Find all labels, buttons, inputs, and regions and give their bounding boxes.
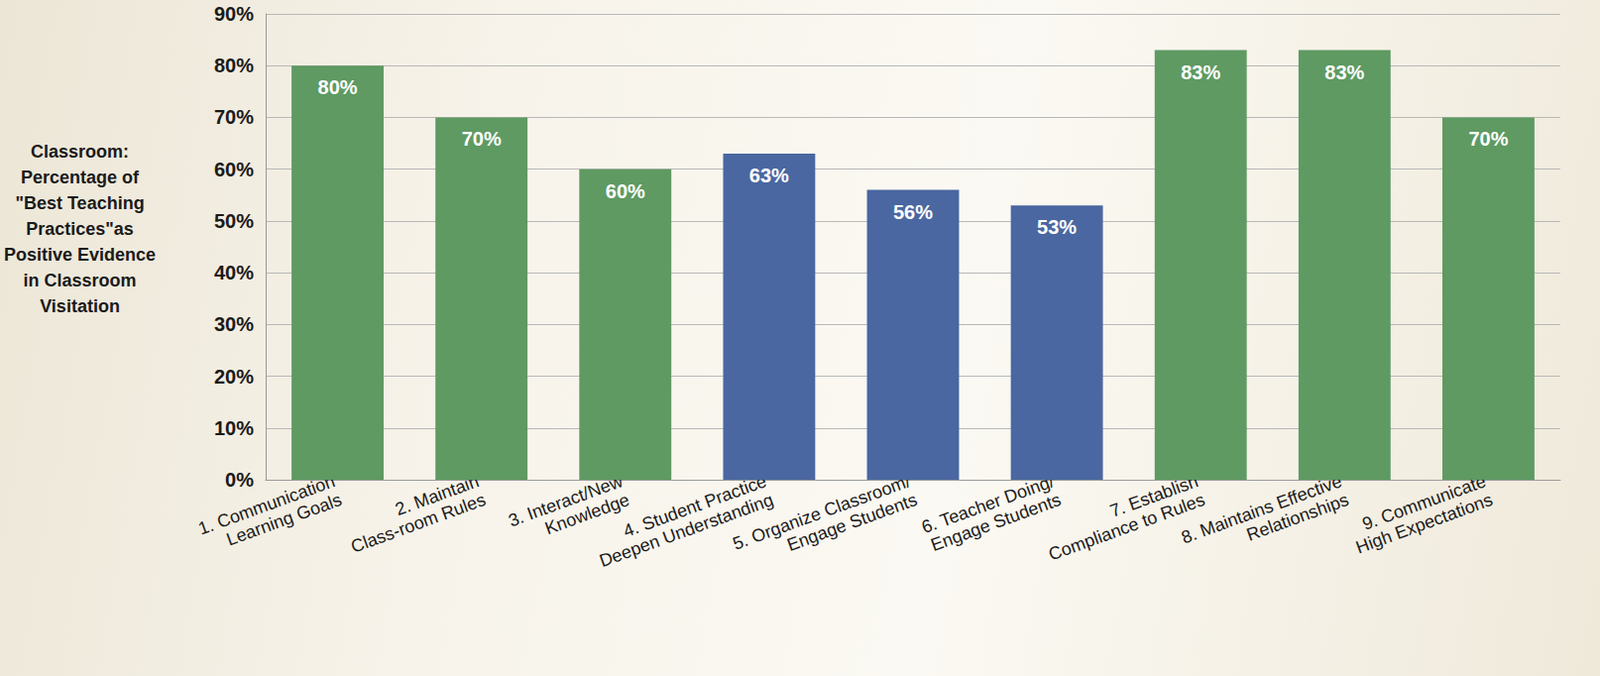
svg-text:4. Student Practice: 4. Student Practice [620,471,770,542]
svg-text:Deepen Understanding: Deepen Understanding [596,489,776,572]
svg-text:Percentage of: Percentage of [20,167,140,188]
svg-text:Knowledge: Knowledge [542,489,633,539]
svg-text:Classroom:: Classroom: [30,141,129,162]
svg-text:Visitation: Visitation [39,296,120,317]
svg-text:Positive Evidence: Positive Evidence [3,244,156,265]
svg-text:80%: 80% [214,54,254,77]
svg-text:Engage Students: Engage Students [784,489,920,556]
svg-text:30%: 30% [214,313,254,336]
svg-text:63%: 63% [749,164,790,187]
svg-text:Relationships: Relationships [1244,489,1352,546]
svg-text:0%: 0% [225,468,254,491]
svg-text:40%: 40% [214,261,254,284]
svg-text:80%: 80% [318,76,358,99]
svg-text:8. Maintains Effective: 8. Maintains Effective [1178,471,1345,548]
svg-text:"Best Teaching: "Best Teaching [14,193,144,214]
svg-text:50%: 50% [214,210,254,232]
svg-text:60%: 60% [605,180,646,203]
svg-text:83%: 83% [1324,61,1365,84]
svg-text:in Classroom: in Classroom [23,270,137,291]
svg-text:Engage Students: Engage Students [927,489,1064,556]
svg-text:10%: 10% [214,417,254,440]
svg-text:5. Organize Classroom/: 5. Organize Classroom/ [730,471,914,554]
svg-text:53%: 53% [1036,216,1077,238]
svg-text:70%: 70% [1468,127,1508,150]
svg-text:1. Communication: 1. Communication [195,471,338,539]
svg-text:6. Teacher Doing/: 6. Teacher Doing/ [918,471,1057,538]
svg-text:90%: 90% [214,2,254,25]
svg-text:Practices"as: Practices"as [25,219,134,239]
svg-text:83%: 83% [1180,61,1221,84]
svg-text:Class-room Rules: Class-room Rules [347,489,488,558]
svg-text:70%: 70% [214,106,254,128]
svg-text:High Expectations: High Expectations [1353,489,1495,558]
svg-text:Compliance to Rules: Compliance to Rules [1046,489,1208,565]
svg-text:9. Communicate: 9. Communicate [1359,471,1489,535]
svg-text:Learning Goals: Learning Goals [224,489,345,551]
svg-text:56%: 56% [893,201,933,224]
svg-text:70%: 70% [461,127,502,150]
svg-text:60%: 60% [214,158,254,181]
svg-text:20%: 20% [214,365,254,388]
